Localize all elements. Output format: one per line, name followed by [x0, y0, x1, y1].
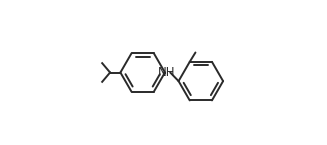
Text: NH: NH	[158, 66, 176, 79]
